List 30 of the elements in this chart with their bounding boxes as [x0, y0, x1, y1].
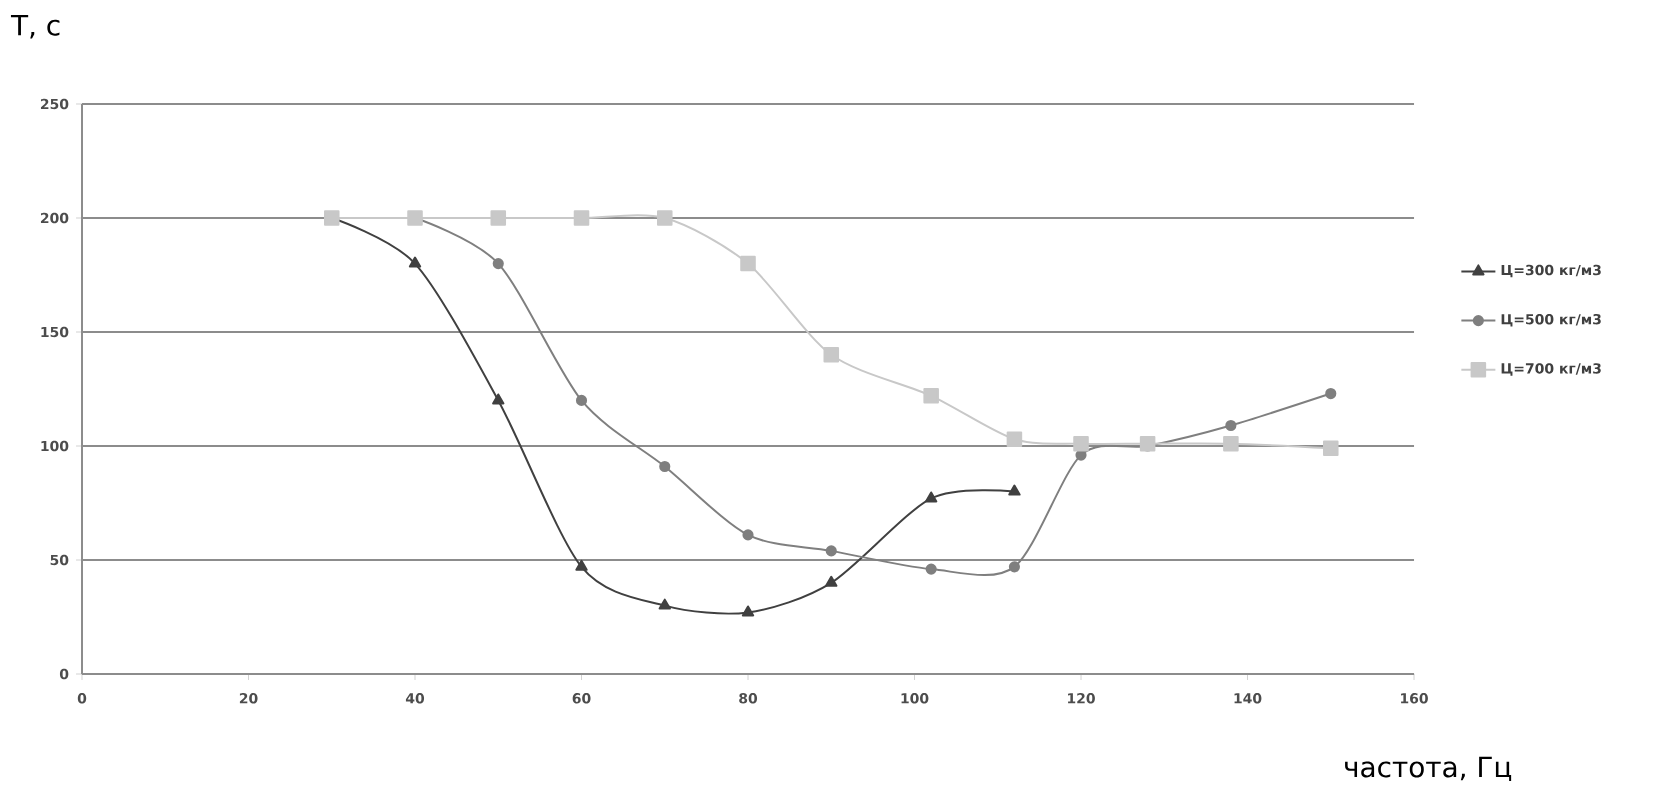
- point: [1325, 387, 1337, 400]
- point: [658, 598, 671, 610]
- point: [1073, 435, 1089, 452]
- point: [575, 559, 588, 571]
- point: [741, 605, 755, 617]
- point: [490, 210, 507, 226]
- point: [924, 491, 938, 503]
- point: [573, 210, 590, 226]
- point: [575, 394, 588, 406]
- point: [823, 347, 840, 363]
- point: [1008, 561, 1020, 573]
- point: [1323, 440, 1339, 457]
- point: [659, 460, 671, 473]
- point: [1006, 431, 1023, 447]
- y-axis-title: T, с: [10, 15, 60, 39]
- point: [1008, 484, 1021, 496]
- point: [1223, 435, 1239, 452]
- point: [742, 529, 754, 541]
- point: [492, 258, 504, 270]
- point: [825, 545, 837, 557]
- point: [925, 563, 937, 575]
- x-axis-title: частота, Гц: [1345, 756, 1512, 781]
- point: [656, 210, 673, 226]
- point: [740, 255, 756, 272]
- point: [1139, 435, 1156, 452]
- point: [1225, 419, 1237, 432]
- point: [408, 256, 422, 268]
- point: [492, 393, 505, 405]
- point: [825, 575, 838, 587]
- point: [923, 388, 939, 404]
